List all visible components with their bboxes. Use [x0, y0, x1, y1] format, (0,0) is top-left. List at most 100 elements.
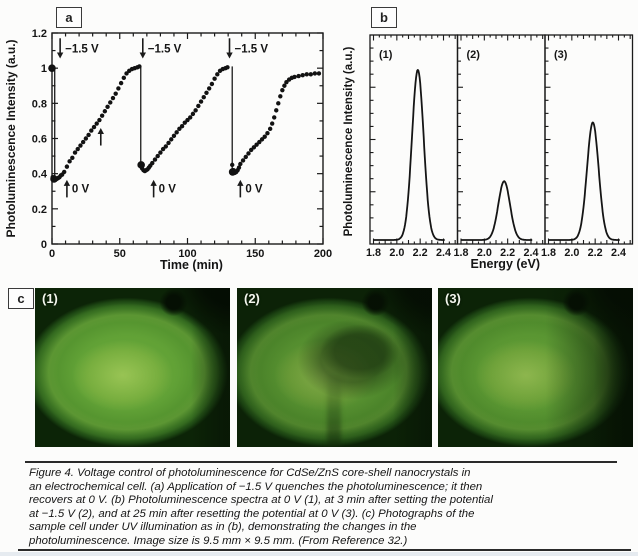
plot-a-data-point: [166, 140, 171, 146]
plot-a-data-point: [116, 86, 121, 91]
plot-a-data-point: [262, 134, 267, 139]
plot-a-data-point: [254, 142, 259, 147]
plot-a-data-point: [97, 117, 102, 123]
plot-a-data-point: [83, 136, 89, 141]
plot-a-data-point: [70, 155, 75, 161]
plot-a-y-axis-title: Photoluminescence Intensity (a.u.): [4, 39, 18, 237]
plot-a-data-point: [196, 103, 201, 109]
caption-line: photoluminescence. Image size is 9.5 mm …: [29, 534, 408, 547]
plot-a-data-point: [174, 130, 179, 135]
plot-a-data-point: [284, 80, 289, 85]
plot-a-x-tick-label: 50: [114, 248, 126, 260]
uv-photo-2: (2): [237, 288, 432, 447]
plot-a-data-point: [272, 115, 277, 120]
plot-a-data-point: [61, 169, 67, 175]
plot-a-y-tick-label: 0: [41, 239, 47, 251]
panel-a-tag: a: [56, 7, 82, 28]
plot-a-data-point: [212, 76, 217, 81]
plot-a-x-axis-title: Time (min): [160, 258, 223, 272]
plot-a-y-tick-label: 0.8: [32, 98, 47, 110]
plot-b2-frame: [456, 34, 546, 245]
figure-caption: Figure 4. Voltage control of photolumine…: [29, 467, 625, 549]
plot-a-data-point: [312, 71, 318, 76]
plot-a-data-point-large: [50, 175, 58, 183]
plot-a-data-point: [282, 83, 287, 88]
plot-a-data-point: [158, 150, 163, 155]
plot-a-data-point: [259, 137, 265, 142]
charts-canvas: 0 50 100 150 200 0 0.2 0.4 0.6 0.8 1 1.2 Time (min) P…: [4, 28, 634, 272]
plot-a-data-point: [163, 144, 169, 149]
plot-a-data-point: [230, 162, 235, 168]
voltage-label: 0 V: [159, 184, 177, 196]
photo-1-label: (1): [42, 291, 58, 306]
caption-line: at −1.5 V (2), and at 25 min after reset…: [29, 507, 475, 520]
photo-3-label: (3): [445, 291, 461, 306]
voltage-label: −1.5 V: [65, 43, 99, 55]
voltage-arrow-head: [97, 127, 104, 134]
plot-a-data-point: [64, 164, 70, 169]
plot-a-data-point: [257, 139, 262, 145]
plot-a-data-point: [185, 117, 190, 123]
plot-a-data-point: [193, 108, 198, 113]
plot-a-data-point: [75, 146, 80, 152]
plot-b-panel-label: (2): [467, 49, 481, 61]
plot-a-data-point: [169, 137, 174, 142]
plot-b-panel-label: (3): [554, 49, 568, 61]
voltage-label: −1.5 V: [148, 43, 182, 55]
plot-b-x-tick-label: 2.4: [523, 247, 538, 259]
plot-a-data-point: [269, 121, 275, 126]
plot-a-data-point: [108, 100, 113, 105]
plot-a-data-point: [113, 91, 118, 96]
plot-a-data-point: [99, 113, 105, 118]
plot-a-data-point: [80, 139, 86, 145]
plot-a-data-point-large: [48, 64, 56, 72]
plot-a-data-point: [225, 65, 230, 70]
plot-a-data-point: [110, 95, 116, 101]
plot-a-y-tick-label: 0.4: [32, 169, 48, 181]
plot-b-spectrum-3: [548, 121, 620, 241]
panel-b-tag: b: [371, 7, 397, 28]
plot-a-data-point: [118, 80, 124, 86]
uv-photo-3: (3): [438, 288, 633, 447]
plot-a-data-point: [67, 159, 72, 164]
plot-a-data-point: [177, 126, 182, 132]
plot-a-data-point: [89, 128, 94, 133]
caption-top-rule: [25, 461, 617, 463]
plot-a-data-point-large: [228, 168, 237, 176]
scan-artifact-band: [0, 552, 638, 556]
plot-a-data-point: [179, 123, 185, 129]
plot-a-data-point: [292, 74, 297, 80]
voltage-label: 0 V: [72, 184, 90, 196]
panel-c-tag: c: [8, 288, 34, 309]
plot-a-data-point: [91, 124, 97, 130]
plot-b-y-axis-title: Photoluminescence Intensity (a.u.): [343, 46, 355, 236]
plot-b-x-tick-label: 1.8: [541, 247, 556, 259]
photo-2-label: (2): [244, 291, 260, 306]
plot-a-data-point: [155, 153, 160, 159]
plot-a-data-point: [240, 158, 246, 163]
plot-a-data-point: [201, 94, 206, 100]
plot-a-data-point: [304, 72, 309, 77]
voltage-label: 0 V: [245, 184, 263, 196]
caption-line: Figure 4. Voltage control of photolumine…: [29, 467, 471, 479]
plot-a-y-tick-label: 1: [41, 63, 47, 75]
plot-a-data-point: [243, 154, 248, 160]
voltage-label: −1.5 V: [235, 43, 269, 55]
plot-a-y-tick-label: 1.2: [32, 28, 47, 40]
caption-bottom-rule: [18, 549, 631, 551]
uv-photo-1: (1): [35, 288, 230, 447]
plot-a-data-point: [265, 131, 270, 136]
plot-b-x-tick-label: 2.4: [611, 247, 626, 259]
plot-a-data-point: [94, 121, 99, 126]
plot-a-data-point: [278, 94, 283, 99]
plot-a-data-point: [236, 165, 242, 170]
plot-a-data-point: [248, 147, 254, 153]
plot-a-data-point: [204, 90, 209, 95]
plot-a-data-point: [78, 143, 83, 148]
plot-a-data-point: [72, 150, 78, 155]
plot-a-data-point: [238, 161, 243, 167]
caption-line: an electrochemical cell. (a) Application…: [29, 480, 483, 493]
plot-a-data-point: [267, 126, 273, 132]
plot-a-data-point: [246, 151, 251, 156]
